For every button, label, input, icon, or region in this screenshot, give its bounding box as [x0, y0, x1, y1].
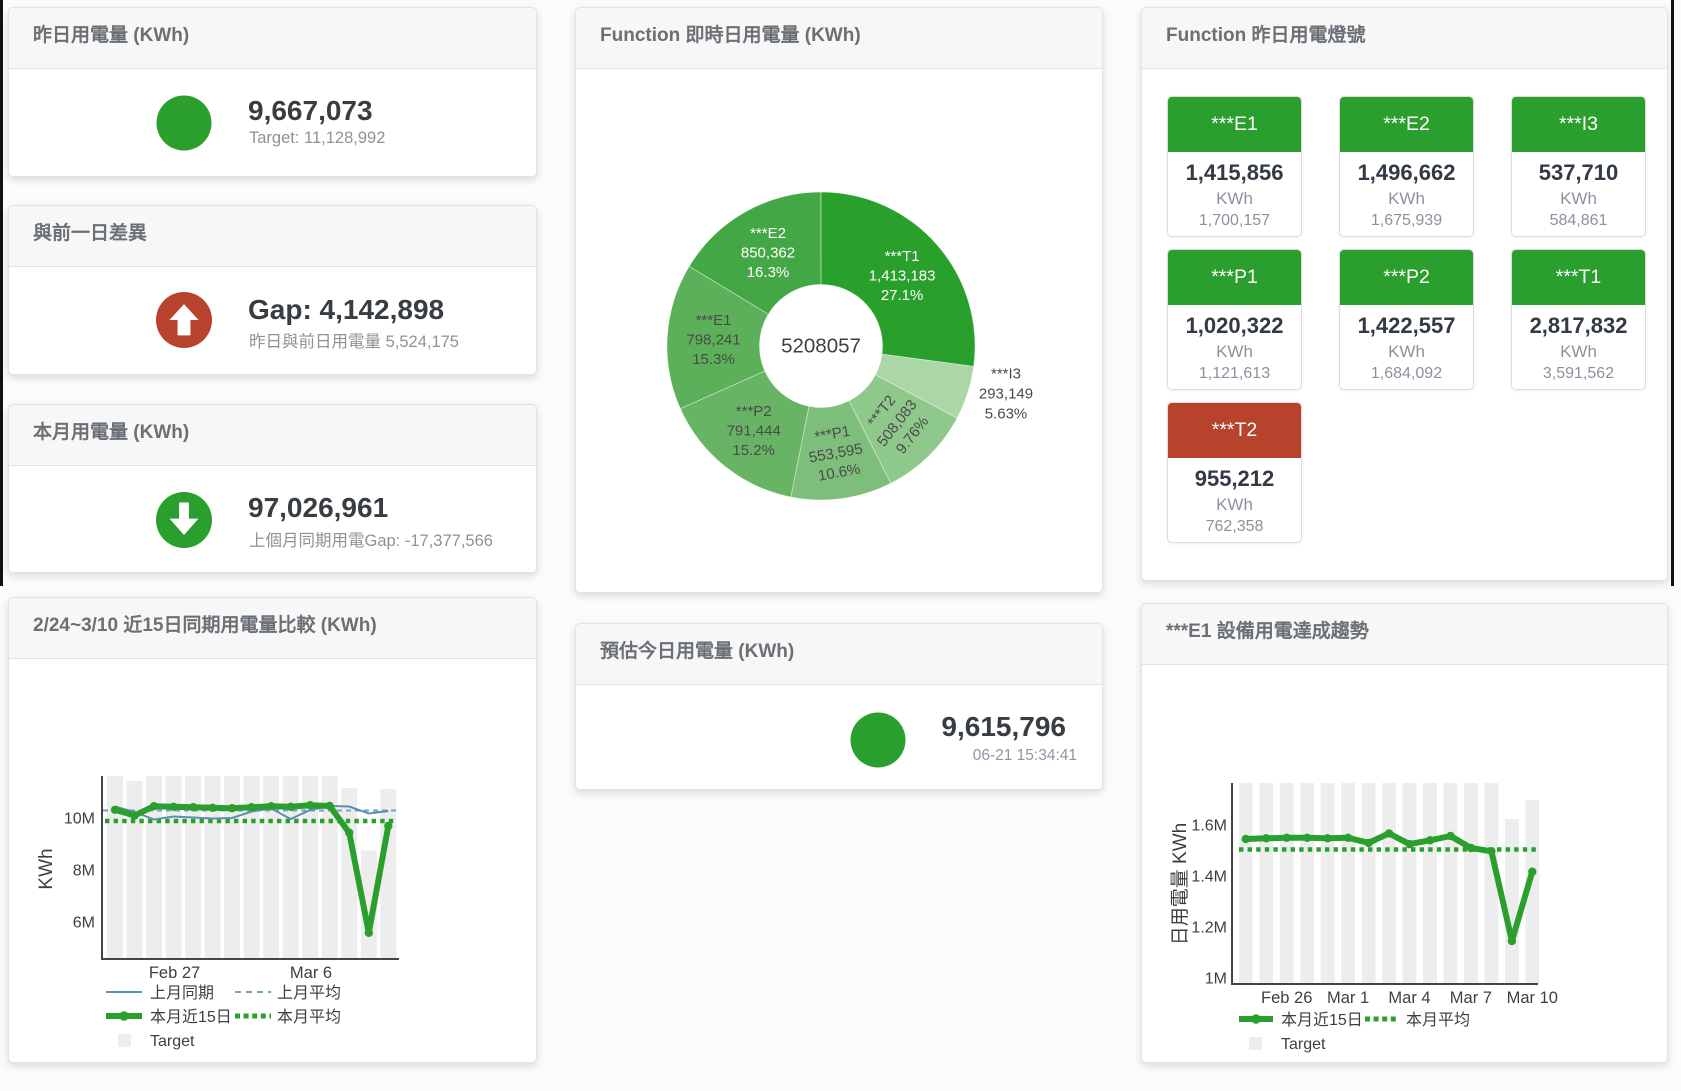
- svg-text:本月平均: 本月平均: [277, 1008, 341, 1026]
- svg-text:KWh: KWh: [36, 848, 57, 889]
- svg-text:本月平均: 本月平均: [1406, 1011, 1470, 1029]
- svg-text:6M: 6M: [73, 915, 95, 932]
- svg-text:Target: Target: [150, 1033, 195, 1050]
- svg-text:Mar 6: Mar 6: [290, 964, 332, 982]
- svg-text:Mar 4: Mar 4: [1388, 989, 1430, 1007]
- svg-text:本月近15日: 本月近15日: [150, 1008, 232, 1026]
- svg-text:1.2M: 1.2M: [1191, 920, 1227, 937]
- svg-text:10M: 10M: [64, 811, 95, 828]
- svg-text:Feb 27: Feb 27: [149, 964, 200, 982]
- svg-text:Feb 26: Feb 26: [1261, 989, 1312, 1007]
- svg-text:8M: 8M: [73, 863, 95, 880]
- svg-text:5208057: 5208057: [781, 335, 861, 358]
- svg-text:1.4M: 1.4M: [1191, 869, 1227, 886]
- svg-text:上月平均: 上月平均: [277, 984, 341, 1002]
- svg-text:1.6M: 1.6M: [1191, 818, 1227, 835]
- svg-text:1M: 1M: [1205, 971, 1227, 988]
- svg-text:日用電量 KWh: 日用電量 KWh: [1170, 823, 1191, 945]
- svg-text:Target: Target: [1281, 1036, 1326, 1053]
- svg-text:Mar 1: Mar 1: [1327, 989, 1369, 1007]
- svg-text:Mar 10: Mar 10: [1507, 989, 1558, 1007]
- svg-text:Mar 7: Mar 7: [1450, 989, 1492, 1007]
- svg-text:上月同期: 上月同期: [150, 984, 214, 1002]
- svg-text:本月近15日: 本月近15日: [1281, 1011, 1363, 1029]
